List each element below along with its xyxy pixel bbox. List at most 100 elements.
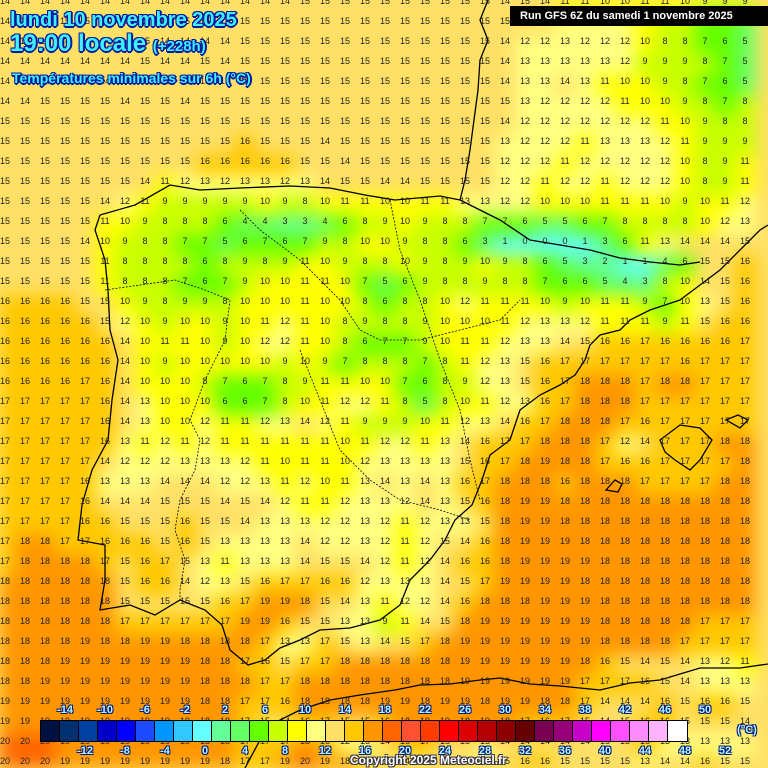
legend-tick-top: 10 — [298, 704, 312, 716]
grid-value: 14 — [539, 0, 550, 6]
grid-value: 17 — [79, 436, 90, 446]
grid-value: 18 — [59, 616, 70, 626]
grid-value: 17 — [639, 476, 650, 486]
grid-value: 15 — [239, 36, 250, 46]
grid-value: 17 — [159, 556, 170, 566]
grid-value: 14 — [619, 696, 630, 706]
grid-value: 15 — [439, 136, 450, 146]
grid-value: 12 — [319, 516, 330, 526]
grid-value: 11 — [540, 176, 550, 186]
grid-value: 12 — [479, 356, 490, 366]
grid-value: 19 — [539, 636, 550, 646]
grid-value: 10 — [119, 296, 130, 306]
legend-swatch — [155, 721, 174, 741]
grid-value: 14 — [79, 236, 90, 246]
grid-value: 15 — [79, 176, 90, 186]
grid-value: 14 — [79, 56, 90, 66]
grid-value: 18 — [659, 636, 670, 646]
grid-value: 15 — [299, 0, 310, 6]
grid-value: 15 — [719, 256, 730, 266]
grid-value: 14 — [559, 76, 570, 86]
grid-value: 18 — [739, 536, 750, 546]
grid-value: 12 — [659, 176, 670, 186]
grid-value: 15 — [19, 216, 30, 226]
grid-value: 15 — [739, 756, 750, 766]
grid-value: 11 — [380, 396, 390, 406]
grid-value: 19 — [559, 556, 570, 566]
grid-value: 14 — [679, 656, 690, 666]
grid-value: 9 — [382, 616, 388, 626]
grid-value: 15 — [419, 0, 430, 6]
grid-value: 11 — [400, 516, 410, 526]
grid-value: 17 — [619, 676, 630, 686]
grid-value: 10 — [699, 216, 710, 226]
grid-value: 15 — [339, 116, 350, 126]
grid-value: 17 — [0, 516, 10, 526]
grid-value: 15 — [219, 136, 230, 146]
grid-value: 17 — [739, 356, 750, 366]
grid-value: 19 — [499, 636, 510, 646]
grid-value: 8 — [382, 256, 388, 266]
grid-value: 17 — [39, 456, 50, 466]
grid-value: 12 — [419, 596, 430, 606]
grid-value: 11 — [680, 316, 690, 326]
grid-value: 16 — [539, 356, 550, 366]
grid-value: 12 — [359, 576, 370, 586]
grid-value: 18 — [619, 396, 630, 406]
grid-value: 7 — [702, 36, 708, 46]
grid-value: 15 — [79, 276, 90, 286]
grid-value: 11 — [340, 376, 350, 386]
grid-value: 12 — [239, 476, 250, 486]
grid-value: 19 — [499, 616, 510, 626]
grid-value: 16 — [59, 356, 70, 366]
grid-value: 18 — [299, 596, 310, 606]
grid-value: 18 — [619, 476, 630, 486]
grid-value: 17 — [679, 476, 690, 486]
grid-value: 14 — [119, 376, 130, 386]
grid-value: 18 — [679, 616, 690, 626]
grid-value: 11 — [460, 356, 470, 366]
grid-value: 14 — [179, 476, 190, 486]
grid-value: 4 — [662, 256, 668, 266]
grid-value: 15 — [219, 16, 230, 26]
grid-value: 16 — [219, 156, 230, 166]
legend-tick-top: 38 — [578, 704, 592, 716]
grid-value: 9 — [162, 316, 168, 326]
grid-value: 18 — [679, 556, 690, 566]
grid-value: 16 — [659, 336, 670, 346]
grid-value: 18 — [619, 636, 630, 646]
grid-value: 15 — [399, 116, 410, 126]
grid-value: 18 — [499, 596, 510, 606]
grid-value: 19 — [459, 656, 470, 666]
grid-value: 18 — [419, 696, 430, 706]
grid-value: 17 — [699, 436, 710, 446]
grid-value: 17 — [59, 396, 70, 406]
grid-value: 10 — [199, 316, 210, 326]
grid-value: 18 — [39, 556, 50, 566]
grid-value: 17 — [239, 596, 250, 606]
grid-value: 14 — [279, 0, 290, 6]
grid-value: 12 — [299, 476, 310, 486]
grid-value: 18 — [719, 436, 730, 446]
grid-value: 18 — [79, 596, 90, 606]
grid-value: 15 — [39, 236, 50, 246]
grid-value: 14 — [339, 156, 350, 166]
grid-value: 18 — [379, 676, 390, 686]
grid-value: 14 — [439, 556, 450, 566]
grid-value: 12 — [619, 436, 630, 446]
grid-value: 19 — [139, 636, 150, 646]
grid-value: 12 — [599, 36, 610, 46]
grid-value: 11 — [300, 276, 310, 286]
grid-value: 12 — [539, 156, 550, 166]
grid-value: 9 — [362, 416, 368, 426]
grid-value: 10 — [259, 276, 270, 286]
grid-value: 17 — [319, 656, 330, 666]
grid-value: 15 — [719, 276, 730, 286]
grid-value: 17 — [259, 696, 270, 706]
grid-value: 15 — [359, 36, 370, 46]
grid-value: 18 — [79, 576, 90, 586]
grid-value: 15 — [19, 256, 30, 266]
grid-value: 9 — [222, 196, 228, 206]
grid-value: 14 — [599, 696, 610, 706]
grid-value: 11 — [100, 256, 110, 266]
